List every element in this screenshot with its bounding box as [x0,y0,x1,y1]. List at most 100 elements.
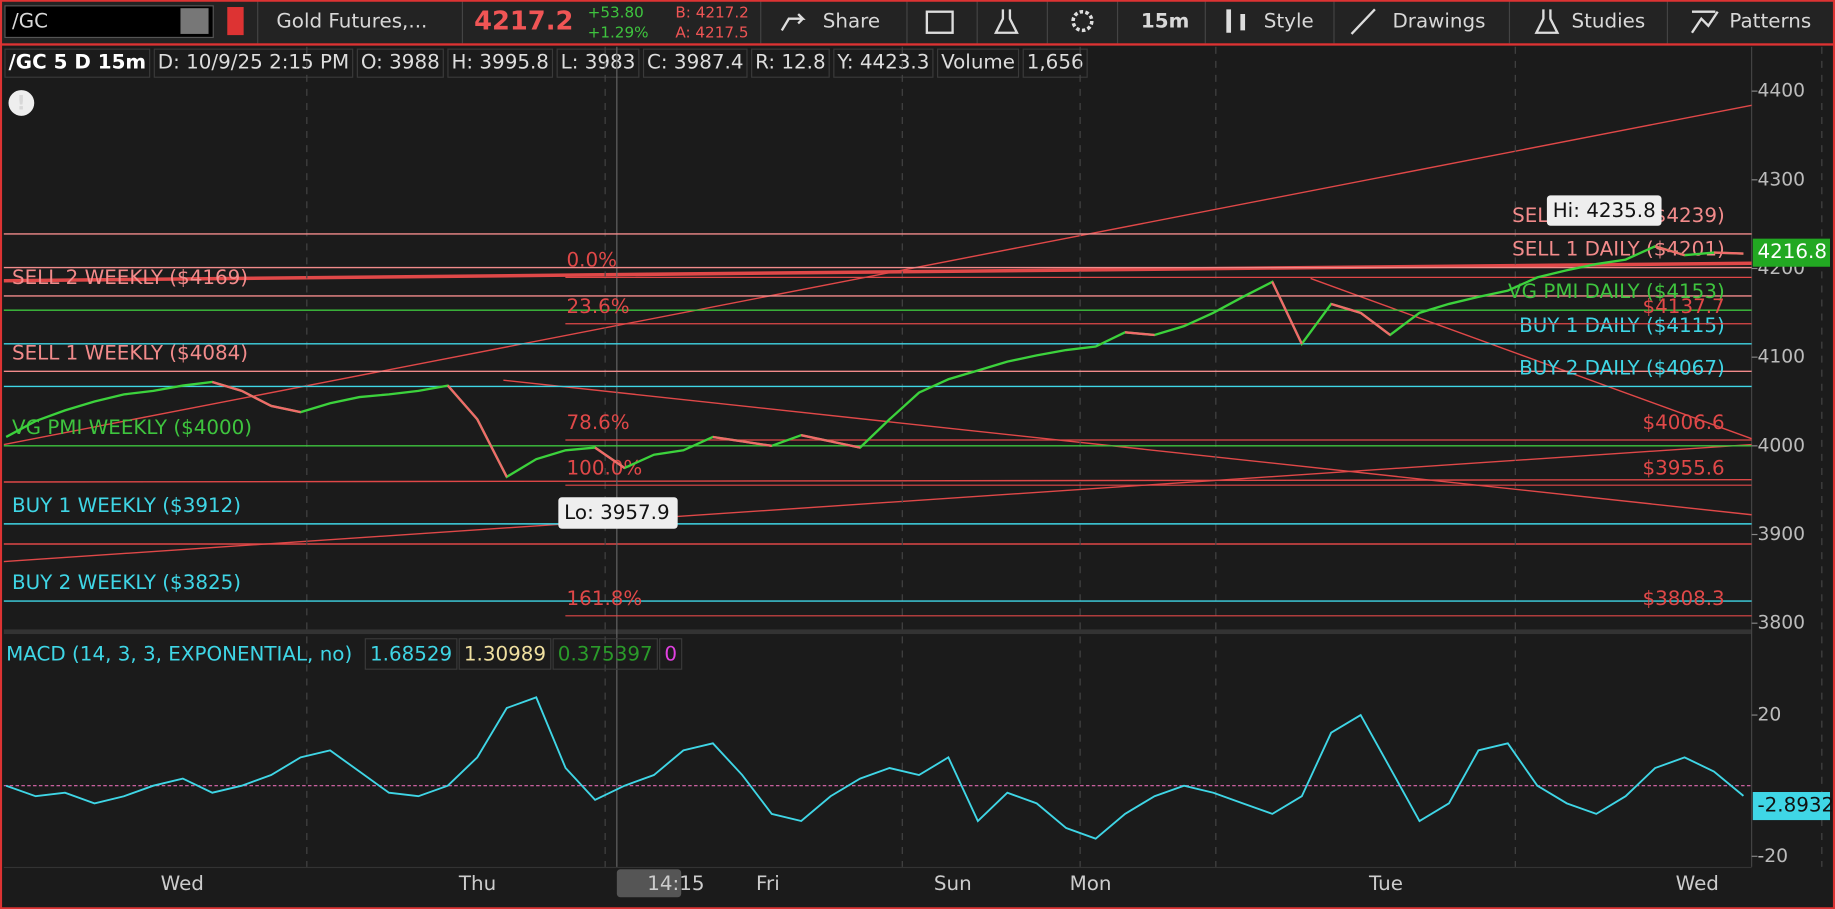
dropdown[interactable] [180,8,209,34]
fib-pct: 161.8% [567,587,643,610]
gear-icon[interactable] [1071,9,1094,33]
info-item: Volume [941,51,1015,74]
macd-line [5,696,1745,840]
last-label: 4216.8 [1757,240,1827,263]
down-segment [830,440,861,449]
x-label: Wed [1676,872,1719,895]
ask: A: 4217.5 [675,23,748,41]
readout-box [458,638,552,670]
fib-pct: 0.0% [567,248,618,271]
info-item: R: 12.8 [755,51,825,74]
level-label: VG PMI DAILY ($4153) [1508,280,1725,303]
macd-readout: 1.30989 [464,643,546,666]
hi-label: Hi: 4235.8 [1553,199,1656,222]
info-box [751,48,830,78]
level-label: BUY 2 DAILY ($4067) [1519,356,1725,379]
down-segment [1271,281,1303,345]
lo-label: Lo: 3957.9 [564,501,669,524]
panel-divider [3,866,1752,869]
down-segment [594,446,626,469]
y-tick-label: 4300 [1757,169,1805,190]
level-label: BUY 1 DAILY ($4115) [1519,314,1725,337]
symbol: /GC [12,10,48,33]
level-label: SELL 2 WEEKLY ($4169) [12,266,248,289]
alert-flag[interactable] [227,7,244,36]
level-label: SELL 1 DAILY ($4201) [1512,238,1725,261]
flask-icon[interactable] [993,9,1019,34]
info-box [642,48,748,78]
level-label: SELL 1 WEEKLY ($4084) [12,341,248,364]
info-box [937,48,1020,78]
level-label: BUY 2 WEEKLY ($3825) [12,571,241,594]
fib-pct: 100.0% [567,456,643,479]
interval-button[interactable]: 15m [1141,10,1189,33]
fib-price: $3955.6 [1643,456,1725,479]
info-box [153,48,354,78]
panel-divider [3,629,1752,635]
down-segment [1654,245,1685,257]
down-segment [1713,251,1744,255]
patterns-icon[interactable] [1690,10,1719,34]
macd-title: MACD (14, 3, 3, EXPONENTIAL, no) [6,643,352,666]
x-label: Fri [756,872,780,895]
x-label: Wed [161,872,204,895]
info-item: L: 3983 [561,51,636,74]
settings-icon[interactable] [925,10,954,34]
down-segment [211,380,243,392]
cursor-time-box [616,869,682,898]
macd-last-box [1752,792,1831,821]
last-price: 4217.2 [474,7,573,37]
info-box [1022,48,1088,78]
share-button[interactable]: Share [823,10,880,33]
studies-icon[interactable] [1534,9,1560,34]
hi-box [1546,195,1662,226]
alert-icon-mark: ! [17,92,26,115]
toolbar [0,0,1835,44]
info-item: D: 10/9/25 2:15 PM [158,51,349,74]
style-button[interactable]: Style [1264,10,1314,33]
x-label: Thu [458,872,496,895]
readout-box [659,638,683,670]
macd-readout: 0 [664,643,677,666]
style-icon[interactable] [1226,9,1246,33]
change-pct: +1.29% [588,23,649,41]
fib-price: $4137.7 [1643,295,1725,318]
studies-button[interactable]: Studies [1571,10,1645,33]
down-segment [270,404,301,414]
info-item: O: 3988 [361,51,440,74]
x-label: 14:15 [647,872,704,895]
fib-price: $3808.3 [1643,587,1725,610]
info-box [833,48,934,78]
fib-pct: 78.6% [567,411,630,434]
down-segment [742,440,772,447]
lo-box [558,497,678,529]
description: Gold Futures,... [276,10,427,33]
fib-pct: 23.6% [567,295,630,318]
down-segment [800,434,831,443]
fib-price: $4006.6 [1643,411,1725,434]
trend-lines [3,104,1752,563]
down-segment [1330,302,1361,314]
macd-readout: 1.68529 [370,643,452,666]
symbol-box[interactable] [4,5,214,39]
bid: B: 4217.2 [675,3,749,21]
last-box [1752,238,1831,267]
drawings-button[interactable]: Drawings [1392,10,1485,33]
x-label: Tue [1368,872,1403,895]
info-item: H: 3995.8 [451,51,549,74]
info-box [556,48,640,78]
info-box [447,48,554,78]
share-icon[interactable] [780,13,806,32]
down-segment [1359,311,1391,336]
level-label: VG PMI WEEKLY ($4000) [12,416,252,439]
y-tick-label: 3800 [1757,613,1805,634]
x-label: Mon [1070,872,1112,895]
level-label: BUY 1 WEEKLY ($3912) [12,494,241,517]
readout-box [364,638,458,670]
drawings-icon[interactable] [1350,8,1376,35]
patterns-button[interactable]: Patterns [1729,10,1811,33]
y-tick-label: 4000 [1757,435,1805,456]
y-tick-label: 3900 [1757,524,1805,545]
